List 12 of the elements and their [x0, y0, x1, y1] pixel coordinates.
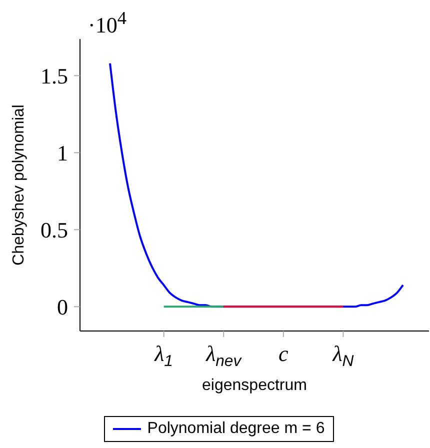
- x-axis-title: eigenspectrum: [202, 377, 307, 394]
- legend-label: Polynomial degree m = 6: [147, 420, 325, 438]
- x-tick-label: λ$_{N}$: [332, 341, 354, 370]
- x-tick-label: λ$_{nev}$: [205, 341, 242, 370]
- y-tick-label: 0.5: [40, 218, 68, 243]
- x-tick-label: c: [278, 341, 289, 366]
- y-tick-label: 1: [57, 140, 68, 166]
- x-tick-label: λ$_{1}$: [154, 341, 173, 370]
- y-axis-title: Chebyshev polynomial: [10, 104, 28, 266]
- y-tick-label: 0: [57, 294, 68, 320]
- y-tick-label: 1.5: [40, 64, 68, 89]
- text: ·10$^{4}$: [88, 8, 126, 38]
